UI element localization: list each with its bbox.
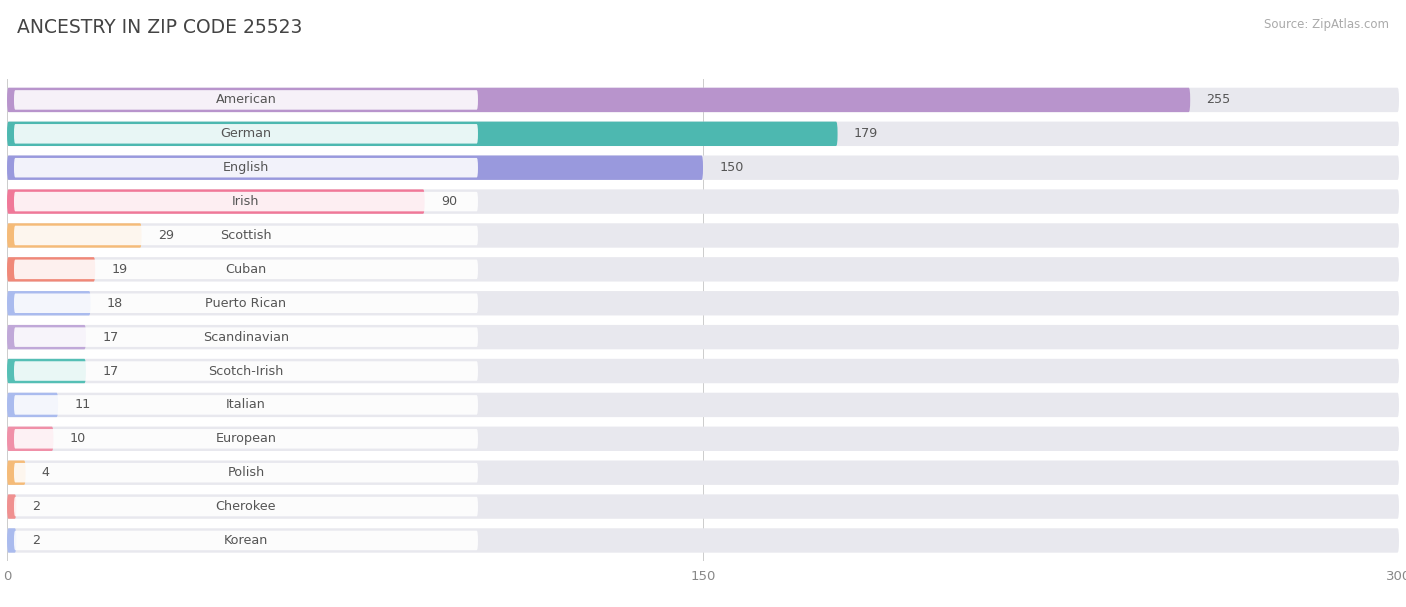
FancyBboxPatch shape <box>7 461 1399 485</box>
FancyBboxPatch shape <box>7 528 1399 552</box>
FancyBboxPatch shape <box>14 90 478 110</box>
FancyBboxPatch shape <box>7 223 1399 248</box>
FancyBboxPatch shape <box>14 497 478 517</box>
Text: Italian: Italian <box>226 398 266 412</box>
FancyBboxPatch shape <box>14 531 478 550</box>
FancyBboxPatch shape <box>7 155 703 180</box>
FancyBboxPatch shape <box>14 429 478 449</box>
FancyBboxPatch shape <box>7 291 90 316</box>
Text: 11: 11 <box>75 398 90 412</box>
Text: 10: 10 <box>70 432 86 446</box>
Text: English: English <box>222 161 269 174</box>
FancyBboxPatch shape <box>7 189 425 214</box>
Text: Scandinavian: Scandinavian <box>202 331 290 344</box>
FancyBboxPatch shape <box>7 359 1399 383</box>
Text: 4: 4 <box>42 466 49 479</box>
Text: 17: 17 <box>103 365 118 378</box>
FancyBboxPatch shape <box>7 393 58 417</box>
FancyBboxPatch shape <box>7 257 96 282</box>
Text: Cherokee: Cherokee <box>215 500 276 513</box>
FancyBboxPatch shape <box>7 189 1399 214</box>
FancyBboxPatch shape <box>14 395 478 415</box>
FancyBboxPatch shape <box>14 124 478 144</box>
FancyBboxPatch shape <box>14 327 478 347</box>
FancyBboxPatch shape <box>7 359 86 383</box>
FancyBboxPatch shape <box>7 291 1399 316</box>
FancyBboxPatch shape <box>7 461 25 485</box>
Text: 179: 179 <box>853 127 877 140</box>
Text: 150: 150 <box>720 161 744 174</box>
Text: Korean: Korean <box>224 534 269 547</box>
FancyBboxPatch shape <box>14 226 478 245</box>
Text: Cuban: Cuban <box>225 263 267 276</box>
Text: Scottish: Scottish <box>221 229 271 242</box>
FancyBboxPatch shape <box>7 325 86 350</box>
Text: ANCESTRY IN ZIP CODE 25523: ANCESTRY IN ZIP CODE 25523 <box>17 18 302 37</box>
Text: European: European <box>215 432 277 446</box>
Text: 17: 17 <box>103 331 118 344</box>
FancyBboxPatch shape <box>14 294 478 313</box>
Text: American: American <box>215 93 277 106</box>
FancyBboxPatch shape <box>7 494 1399 519</box>
FancyBboxPatch shape <box>7 121 838 146</box>
Text: 2: 2 <box>32 534 41 547</box>
FancyBboxPatch shape <box>14 361 478 381</box>
FancyBboxPatch shape <box>7 325 1399 350</box>
FancyBboxPatch shape <box>7 88 1399 112</box>
FancyBboxPatch shape <box>7 121 1399 146</box>
Text: 2: 2 <box>32 500 41 513</box>
FancyBboxPatch shape <box>14 192 478 211</box>
FancyBboxPatch shape <box>7 155 1399 180</box>
Text: Puerto Rican: Puerto Rican <box>205 297 287 310</box>
FancyBboxPatch shape <box>7 88 1191 112</box>
Text: 18: 18 <box>107 297 124 310</box>
Text: Source: ZipAtlas.com: Source: ZipAtlas.com <box>1264 18 1389 31</box>
Text: 29: 29 <box>157 229 174 242</box>
Text: 90: 90 <box>441 195 457 208</box>
FancyBboxPatch shape <box>7 494 17 519</box>
FancyBboxPatch shape <box>7 427 53 451</box>
Text: German: German <box>221 127 271 140</box>
FancyBboxPatch shape <box>14 463 478 483</box>
FancyBboxPatch shape <box>7 427 1399 451</box>
FancyBboxPatch shape <box>7 528 17 552</box>
Text: Irish: Irish <box>232 195 260 208</box>
Text: 255: 255 <box>1206 93 1230 106</box>
Text: 19: 19 <box>111 263 128 276</box>
Text: Scotch-Irish: Scotch-Irish <box>208 365 284 378</box>
FancyBboxPatch shape <box>14 158 478 177</box>
Text: Polish: Polish <box>228 466 264 479</box>
FancyBboxPatch shape <box>7 393 1399 417</box>
FancyBboxPatch shape <box>14 260 478 279</box>
FancyBboxPatch shape <box>7 223 142 248</box>
FancyBboxPatch shape <box>7 257 1399 282</box>
